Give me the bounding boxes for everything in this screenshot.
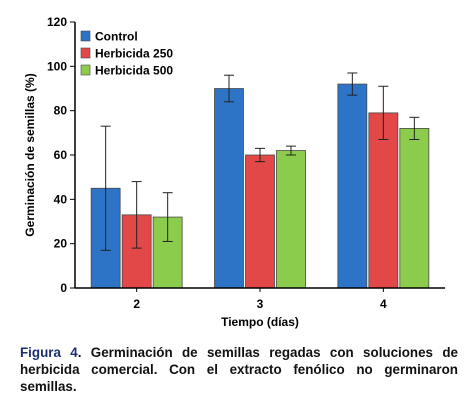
- legend-entry: Herbicida 500: [95, 64, 173, 78]
- x-axis-label: Tiempo (días): [221, 315, 299, 329]
- y-tick-label: 20: [54, 237, 68, 251]
- x-ticks: 2 3 4: [133, 288, 387, 311]
- y-tick-label: 80: [54, 104, 68, 118]
- legend-entry: Control: [95, 30, 138, 44]
- bar-chart: 0 20 40 60 80 100 120 2 3 4 Tiempo (días) Germin…: [23, 15, 445, 329]
- bars-layer: [90, 83, 430, 289]
- figure-caption: Figura 4. Germinación de semillas regada…: [20, 344, 458, 395]
- y-tick-label: 100: [47, 59, 67, 73]
- x-tick-label: 4: [380, 297, 387, 311]
- legend-swatch: [80, 64, 91, 76]
- error-bars-layer: [100, 72, 420, 251]
- y-axis-label: Germinación de semillas (%): [23, 73, 37, 236]
- error-bar-control-day-4: [347, 72, 358, 96]
- error-bar-herbicida-500-day-3: [286, 145, 296, 156]
- bar-herbicida-250-day-4: [368, 112, 399, 289]
- x-tick-label: 2: [133, 297, 140, 311]
- bar-herbicida-500-day-4: [399, 127, 430, 289]
- bar-control-day-4: [337, 83, 368, 289]
- error-bar-herbicida-250-day-2: [131, 181, 142, 249]
- y-tick-label: 60: [54, 148, 68, 162]
- caption-label: Figura 4: [20, 345, 78, 360]
- error-bar-control-day-3: [224, 74, 234, 103]
- y-ticks: 0 20 40 60 80 100 120: [47, 15, 75, 295]
- caption-text: . Germinación de semillas regadas con so…: [20, 345, 458, 394]
- legend-swatch: [80, 47, 91, 59]
- legend-swatch: [80, 30, 91, 42]
- y-tick-label: 0: [60, 281, 67, 295]
- error-bar-herbicida-250-day-4: [378, 85, 389, 140]
- y-tick-label: 120: [47, 15, 67, 29]
- legend: Control Herbicida 250 Herbicida 500: [80, 30, 173, 78]
- error-bar-herbicida-250-day-3: [255, 147, 265, 163]
- error-bar-herbicida-500-day-4: [409, 116, 420, 140]
- error-bar-control-day-2: [100, 125, 111, 251]
- error-bar-herbicida-500-day-2: [162, 192, 173, 242]
- x-tick-label: 3: [257, 297, 264, 311]
- legend-entry: Herbicida 250: [95, 47, 173, 61]
- bar-herbicida-500-day-3: [276, 150, 306, 289]
- y-tick-label: 40: [54, 192, 68, 206]
- bar-herbicida-250-day-3: [245, 154, 275, 289]
- bar-control-day-3: [214, 88, 244, 289]
